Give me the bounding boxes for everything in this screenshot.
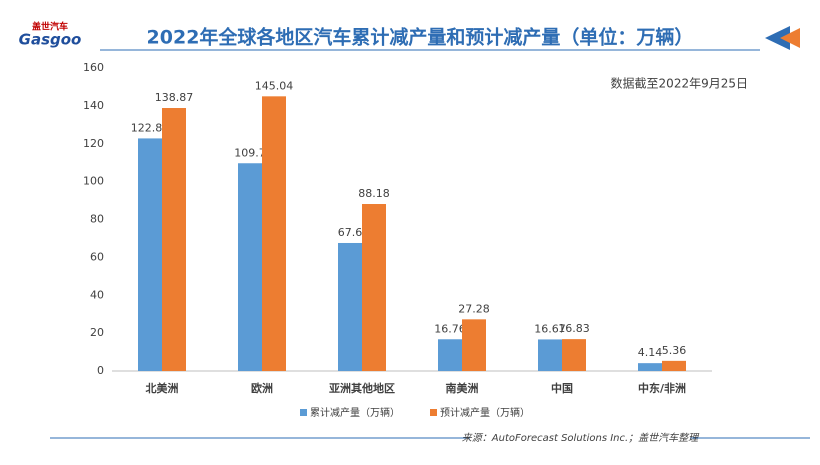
value-label: 27.28 xyxy=(458,302,490,315)
bar xyxy=(338,242,362,371)
y-tick-label: 0 xyxy=(97,364,104,377)
value-label: 138.87 xyxy=(155,91,194,104)
value-label: 16.67 xyxy=(534,322,566,335)
value-label: 5.36 xyxy=(662,344,687,357)
legend-swatch xyxy=(430,409,437,416)
bar xyxy=(238,163,262,371)
legend-label: 累计减产量（万辆） xyxy=(310,406,400,419)
value-label: 16.76 xyxy=(434,322,466,335)
logo-cn: 盖世汽车 xyxy=(32,21,68,33)
logo-arrow xyxy=(765,26,790,50)
bar xyxy=(462,319,486,371)
y-tick-label: 120 xyxy=(83,137,104,150)
chart-title: 2022年全球各地区汽车累计减产量和预计减产量（单位：万辆） xyxy=(147,26,694,49)
source: 来源：AutoForecast Solutions Inc.；盖世汽车整理 xyxy=(462,432,700,444)
value-label: 88.18 xyxy=(358,187,390,200)
y-tick-label: 80 xyxy=(90,213,104,226)
value-label: 109.7 xyxy=(234,146,266,159)
value-label: 122.82 xyxy=(131,121,170,134)
y-tick-label: 160 xyxy=(83,61,104,74)
x-tick-label: 亚洲其他地区 xyxy=(329,381,395,395)
bar xyxy=(262,96,286,371)
value-label: 4.14 xyxy=(638,346,663,359)
logo-arrow-2 xyxy=(780,28,800,48)
bar xyxy=(662,360,686,371)
value-label: 16.83 xyxy=(558,322,590,335)
bar xyxy=(538,339,562,371)
y-tick-label: 100 xyxy=(83,175,104,188)
y-tick-label: 140 xyxy=(83,99,104,112)
value-label: 67.6 xyxy=(338,226,363,239)
legend-swatch xyxy=(300,409,307,416)
x-tick-label: 北美洲 xyxy=(146,381,179,395)
y-tick-label: 40 xyxy=(90,288,104,301)
x-tick-label: 南美洲 xyxy=(446,381,479,395)
legend-label: 预计减产量（万辆） xyxy=(440,406,530,419)
value-label: 145.04 xyxy=(255,79,294,92)
x-tick-label: 中国 xyxy=(551,381,573,395)
bar xyxy=(562,339,586,371)
x-tick-label: 中东/非洲 xyxy=(638,381,686,395)
bar xyxy=(162,108,186,371)
logo-brand: Gasgoo xyxy=(19,31,82,49)
x-tick-label: 欧洲 xyxy=(251,381,273,395)
bar xyxy=(138,138,162,371)
bar xyxy=(362,204,386,371)
y-tick-label: 20 xyxy=(90,326,104,339)
bar xyxy=(638,363,662,371)
bar xyxy=(438,339,462,371)
note: 数据截至2022年9月25日 xyxy=(611,76,748,91)
y-tick-label: 60 xyxy=(90,250,104,263)
